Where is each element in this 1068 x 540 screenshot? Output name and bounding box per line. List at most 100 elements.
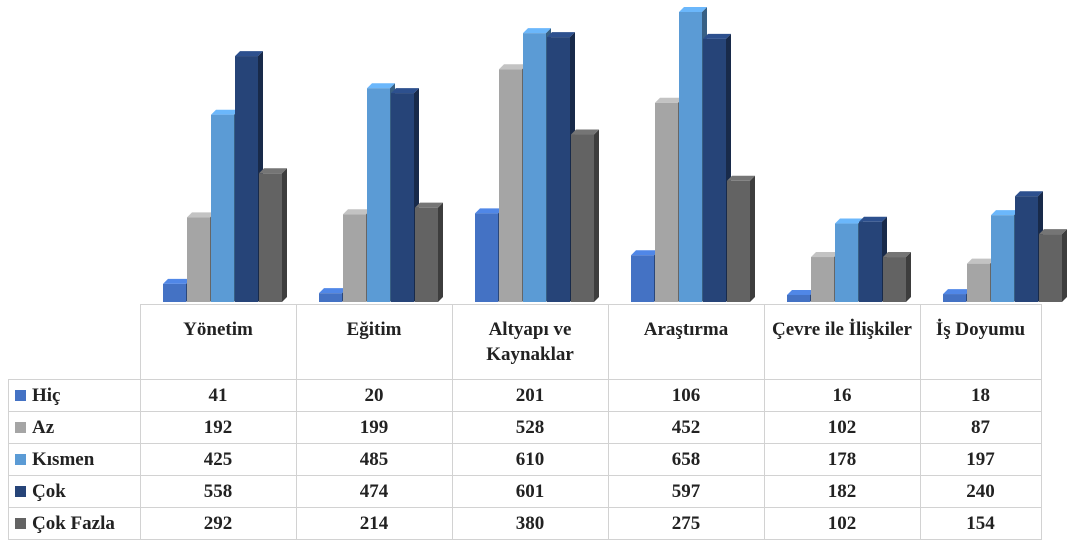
bar [787,289,815,302]
bar-top [187,212,215,218]
bar-front [391,93,414,302]
table-row: Kısmen 425 485 610 658 178 197 [8,443,1042,476]
bar [523,28,551,302]
category-label: İş Doyumu [919,304,1042,380]
value-cell: 201 [451,379,609,412]
category-label: Araştırma [607,304,765,380]
bar-top [631,250,659,256]
bar-front [211,114,234,302]
value-cell: 528 [451,411,609,444]
bar [571,129,599,302]
value-cell: 18 [919,379,1042,412]
bar-front [883,257,906,302]
bar [703,33,731,303]
data-table: Yönetim Eğitim Altyapı ve Kaynaklar Araştır… [8,304,1042,540]
legend-key [15,389,26,401]
bar-front [571,134,594,302]
table-row: Çok Fazla 292 214 380 275 102 154 [8,507,1042,540]
value-cell: 474 [295,475,453,508]
bar-top [787,289,815,295]
bar-top [163,278,191,284]
value-cell: 154 [919,507,1042,540]
bar-side [906,252,911,302]
bar-front [679,12,702,302]
bar [811,252,839,302]
bar [727,175,755,302]
series-label-cell: Kısmen [8,443,141,476]
bar-front [1015,196,1038,302]
value-cell: 41 [139,379,297,412]
bar-side [594,129,599,302]
value-cell: 106 [607,379,765,412]
bar-front [967,263,990,302]
table-corner [8,304,141,380]
bar [1039,229,1067,302]
bar-top [475,208,503,214]
bar-front [187,217,210,302]
bar-top [211,109,239,115]
bar-chart-plot [163,7,1067,303]
value-cell: 275 [607,507,765,540]
bar-top [259,168,287,174]
bar-side [750,175,755,302]
bar-front [163,283,186,302]
bar [967,258,995,302]
bar [235,51,263,302]
bar [1015,191,1043,302]
bar-front [343,214,366,302]
category-label: Altyapı ve Kaynaklar [451,304,609,380]
value-cell: 597 [607,475,765,508]
bar-top [547,32,575,38]
bar [367,83,395,302]
bar [859,216,887,302]
bar-top [571,129,599,135]
bar [835,218,863,302]
value-cell: 452 [607,411,765,444]
value-cell: 20 [295,379,453,412]
bar-top [499,64,527,70]
bar [547,32,575,302]
bar [631,250,659,302]
bar [499,64,527,302]
value-cell: 240 [919,475,1042,508]
bar [163,278,191,302]
bar [343,209,371,302]
bar-top [679,7,707,12]
category-label: Yönetim [139,304,297,380]
bar [943,289,971,302]
series-name: Çok Fazla [32,512,115,534]
bar-top [367,83,395,89]
bar [319,288,347,302]
series-name: Hiç [32,384,61,406]
bar-top [391,88,419,94]
bar-top [1015,191,1043,197]
bar-top [1039,229,1067,235]
value-cell: 558 [139,475,297,508]
bar [415,202,443,302]
bar-front [859,221,882,302]
bar-front [655,102,678,302]
bar-top [655,97,683,103]
series-name: Çok [32,480,66,502]
value-cell: 178 [763,443,921,476]
bars-group [163,7,1067,303]
value-cell: 87 [919,411,1042,444]
table-row: Çok 558 474 601 597 182 240 [8,475,1042,508]
value-cell: 182 [763,475,921,508]
series-label-cell: Hiç [8,379,141,412]
bar-top [343,209,371,215]
bar-front [367,88,390,302]
bar-top [859,216,887,222]
value-cell: 102 [763,411,921,444]
bar-top [319,288,347,294]
bar-front [811,257,834,302]
value-cell: 380 [451,507,609,540]
value-cell: 199 [295,411,453,444]
bar-front [475,213,498,302]
value-cell: 292 [139,507,297,540]
category-label: Eğitim [295,304,453,380]
value-cell: 102 [763,507,921,540]
bar-top [703,33,731,39]
bar-front [259,173,282,302]
bar-front [1039,234,1062,302]
